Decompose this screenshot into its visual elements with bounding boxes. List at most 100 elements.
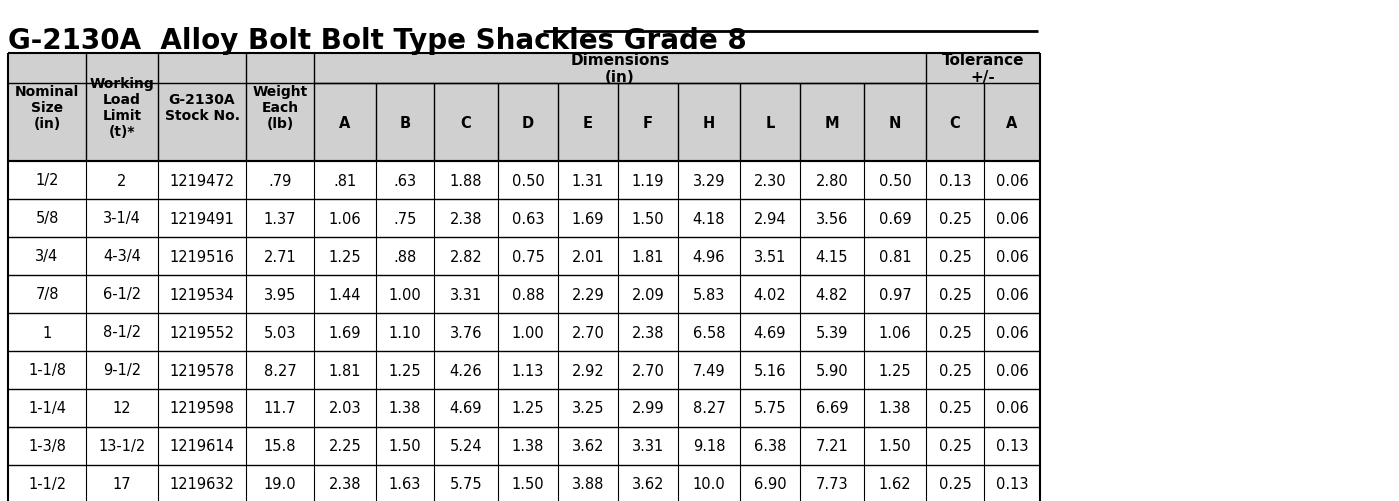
Text: F: F <box>644 115 653 130</box>
Text: 2.03: 2.03 <box>329 401 361 416</box>
Text: 2.30: 2.30 <box>754 173 786 188</box>
Text: 1/2: 1/2 <box>35 173 59 188</box>
Text: 0.06: 0.06 <box>996 249 1028 264</box>
Text: 0.50: 0.50 <box>879 173 911 188</box>
Bar <box>8 162 1039 199</box>
Text: 0.06: 0.06 <box>996 211 1028 226</box>
Text: 1.25: 1.25 <box>512 401 544 416</box>
Text: 1-1/4: 1-1/4 <box>28 401 66 416</box>
Text: 2.29: 2.29 <box>572 287 604 302</box>
Text: 2.70: 2.70 <box>631 363 665 378</box>
Text: 2.38: 2.38 <box>329 476 361 491</box>
Bar <box>618 84 679 162</box>
Text: 1.38: 1.38 <box>512 438 544 453</box>
Text: 4.02: 4.02 <box>754 287 786 302</box>
Text: 1.31: 1.31 <box>572 173 604 188</box>
Text: 7.73: 7.73 <box>816 476 848 491</box>
Text: 3.51: 3.51 <box>754 249 786 264</box>
Text: 1.38: 1.38 <box>879 401 911 416</box>
Text: 1-1/8: 1-1/8 <box>28 363 66 378</box>
Text: 0.25: 0.25 <box>939 363 971 378</box>
Text: 1.06: 1.06 <box>329 211 361 226</box>
Text: 1.37: 1.37 <box>264 211 297 226</box>
Text: 1.81: 1.81 <box>329 363 361 378</box>
Text: 0.25: 0.25 <box>939 401 971 416</box>
Text: C: C <box>950 115 960 130</box>
Text: 0.06: 0.06 <box>996 325 1028 340</box>
Text: 0.63: 0.63 <box>512 211 544 226</box>
Text: 0.50: 0.50 <box>512 173 544 188</box>
Text: 2.92: 2.92 <box>572 363 604 378</box>
Text: 3.76: 3.76 <box>449 325 483 340</box>
Bar <box>8 237 1039 276</box>
Text: 1.88: 1.88 <box>449 173 483 188</box>
Text: 0.13: 0.13 <box>939 173 971 188</box>
Text: 3.56: 3.56 <box>816 211 848 226</box>
Text: 1.13: 1.13 <box>512 363 544 378</box>
Text: 2.82: 2.82 <box>449 249 483 264</box>
Text: 2.99: 2.99 <box>632 401 665 416</box>
Text: 8.27: 8.27 <box>693 401 725 416</box>
Text: Working
Load
Limit
(t)*: Working Load Limit (t)* <box>90 77 154 139</box>
Text: 1.25: 1.25 <box>879 363 911 378</box>
Text: 1219516: 1219516 <box>169 249 235 264</box>
Text: B: B <box>400 115 410 130</box>
Text: 11.7: 11.7 <box>263 401 297 416</box>
Text: 2.94: 2.94 <box>754 211 786 226</box>
Text: 1.50: 1.50 <box>879 438 911 453</box>
Text: 8-1/2: 8-1/2 <box>104 325 141 340</box>
Text: 1-3/8: 1-3/8 <box>28 438 66 453</box>
Text: G-2130A
Stock No.: G-2130A Stock No. <box>165 93 239 123</box>
Text: 5.75: 5.75 <box>449 476 483 491</box>
Text: C: C <box>460 115 471 130</box>
Text: A: A <box>1006 115 1017 130</box>
Text: 1.00: 1.00 <box>389 287 421 302</box>
Text: 0.25: 0.25 <box>939 287 971 302</box>
Text: 3.25: 3.25 <box>572 401 604 416</box>
Bar <box>313 54 926 84</box>
Text: 1.10: 1.10 <box>389 325 421 340</box>
Bar <box>679 84 740 162</box>
Bar <box>8 199 1039 237</box>
Text: 1.81: 1.81 <box>632 249 665 264</box>
Text: 4.26: 4.26 <box>449 363 483 378</box>
Text: Tolerance
+/-: Tolerance +/- <box>942 53 1024 85</box>
Text: 0.13: 0.13 <box>996 438 1028 453</box>
Text: Nominal
Size
(in): Nominal Size (in) <box>15 85 80 131</box>
Bar <box>800 84 865 162</box>
Text: 19.0: 19.0 <box>263 476 297 491</box>
Text: 9-1/2: 9-1/2 <box>104 363 141 378</box>
Text: 0.75: 0.75 <box>512 249 544 264</box>
Text: .79: .79 <box>269 173 291 188</box>
Bar <box>926 54 1039 84</box>
Text: .81: .81 <box>333 173 357 188</box>
Text: .63: .63 <box>393 173 417 188</box>
Bar <box>85 54 158 162</box>
Text: 1219491: 1219491 <box>169 211 235 226</box>
Text: A: A <box>340 115 351 130</box>
Bar <box>8 276 1039 313</box>
Text: 5.75: 5.75 <box>754 401 786 416</box>
Bar <box>8 313 1039 351</box>
Text: 1219534: 1219534 <box>169 287 235 302</box>
Text: 4-3/4: 4-3/4 <box>104 249 141 264</box>
Text: 0.69: 0.69 <box>879 211 911 226</box>
Bar <box>740 84 800 162</box>
Text: 5.90: 5.90 <box>816 363 848 378</box>
Text: 6.69: 6.69 <box>816 401 848 416</box>
Text: 0.06: 0.06 <box>996 363 1028 378</box>
Text: 9.18: 9.18 <box>693 438 725 453</box>
Bar <box>8 389 1039 427</box>
Text: .88: .88 <box>393 249 417 264</box>
Text: 5.16: 5.16 <box>754 363 786 378</box>
Text: 7/8: 7/8 <box>35 287 59 302</box>
Text: Weight
Each
(lb): Weight Each (lb) <box>252 85 308 131</box>
Text: 0.06: 0.06 <box>996 401 1028 416</box>
Text: 4.18: 4.18 <box>693 211 725 226</box>
Bar <box>558 84 618 162</box>
Text: 0.25: 0.25 <box>939 438 971 453</box>
Text: 0.81: 0.81 <box>879 249 911 264</box>
Text: 8.27: 8.27 <box>263 363 297 378</box>
Bar <box>376 84 434 162</box>
Text: 2.01: 2.01 <box>572 249 604 264</box>
